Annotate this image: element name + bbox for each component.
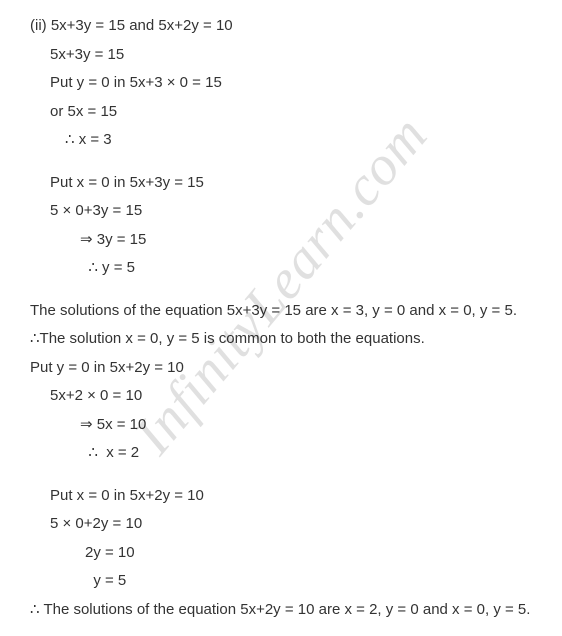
blank-line bbox=[30, 283, 542, 297]
blank-line bbox=[30, 468, 542, 482]
solution-line: ∴The solution x = 0, y = 5 is common to … bbox=[30, 325, 542, 354]
solution-line: y = 5 bbox=[30, 567, 542, 596]
solution-line: 5 × 0+2y = 10 bbox=[30, 510, 542, 539]
solution-line: Put y = 0 in 5x+2y = 10 bbox=[30, 354, 542, 383]
solution-line: ⇒ 3y = 15 bbox=[30, 226, 542, 255]
solution-line: 2y = 10 bbox=[30, 539, 542, 568]
solution-line: Put y = 0 in 5x+3 × 0 = 15 bbox=[30, 69, 542, 98]
solution-line: Put x = 0 in 5x+2y = 10 bbox=[30, 482, 542, 511]
solution-line: ∴ y = 5 bbox=[30, 254, 542, 283]
solution-line: 5 × 0+3y = 15 bbox=[30, 197, 542, 226]
solution-line: 5x+2 × 0 = 10 bbox=[30, 382, 542, 411]
solution-line: ∴ x = 2 bbox=[30, 439, 542, 468]
solution-line: ⇒ 5x = 10 bbox=[30, 411, 542, 440]
math-solution-body: (ii) 5x+3y = 15 and 5x+2y = 105x+3y = 15… bbox=[0, 0, 562, 636]
blank-line bbox=[30, 155, 542, 169]
solution-line: ∴ The solutions of the equation 5x+2y = … bbox=[30, 596, 542, 625]
solution-line: or 5x = 15 bbox=[30, 98, 542, 127]
solution-line: 5x+3y = 15 bbox=[30, 41, 542, 70]
solution-line: The solutions of the equation 5x+3y = 15… bbox=[30, 297, 542, 326]
solution-line: (ii) 5x+3y = 15 and 5x+2y = 10 bbox=[30, 12, 542, 41]
solution-line: ∴ x = 3 bbox=[30, 126, 542, 155]
solution-line: Put x = 0 in 5x+3y = 15 bbox=[30, 169, 542, 198]
